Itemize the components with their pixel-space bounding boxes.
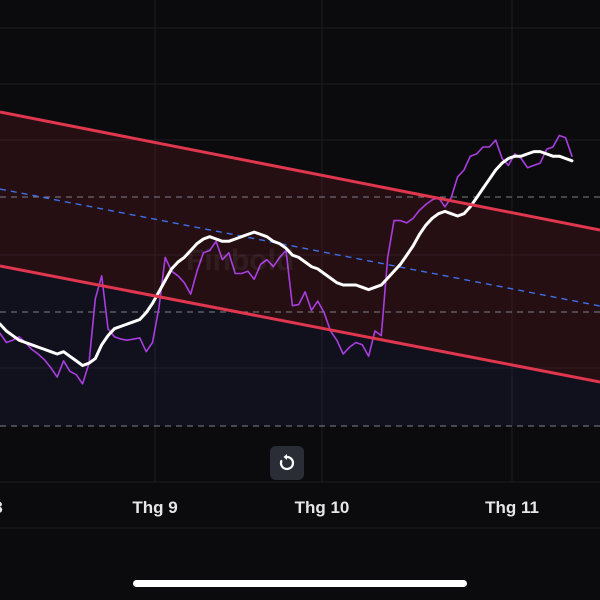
x-tick-label: Thg 10	[294, 498, 350, 517]
channel-lower-line	[0, 264, 600, 384]
x-tick-label: 8	[0, 498, 3, 518]
watermark: Finbold	[186, 244, 294, 278]
channel-mid-line	[0, 188, 600, 307]
x-tick-label: Thg 11	[485, 498, 539, 517]
reset-chart-button[interactable]	[270, 446, 304, 480]
channel-upper-line	[0, 110, 600, 232]
series-line-price-fast	[0, 134, 573, 385]
x-tick-label: Thg 9	[132, 498, 178, 517]
home-indicator[interactable]	[133, 580, 467, 587]
watermark-text: Finbold	[186, 244, 295, 277]
series-line-moving-average	[0, 150, 574, 367]
reset-icon	[279, 454, 295, 471]
channel-fill	[0, 112, 600, 382]
